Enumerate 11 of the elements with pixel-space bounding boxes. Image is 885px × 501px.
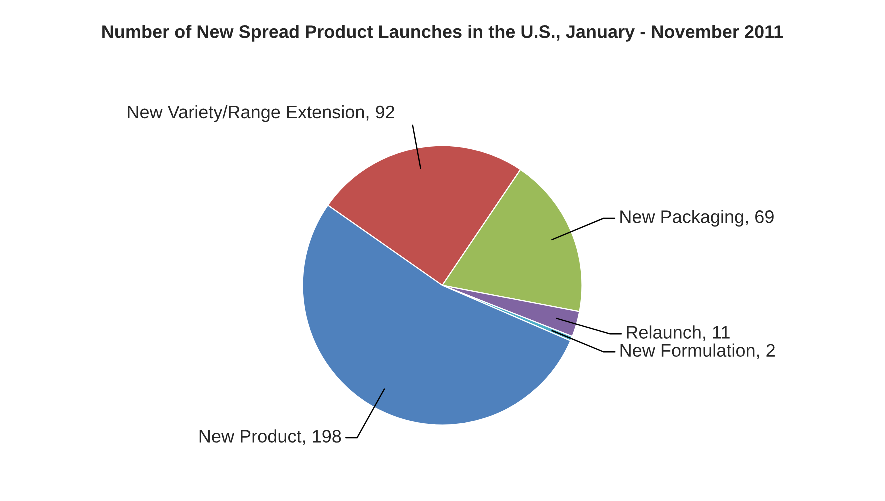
data-label: , 2	[757, 344, 775, 360]
slice-label: Relaunch	[627, 326, 701, 339]
slice-label: New Packaging	[620, 210, 744, 227]
data-label: , 92	[366, 106, 394, 121]
data-label: , 69	[746, 210, 774, 226]
data-label: , 11	[704, 326, 730, 342]
slice-label: New Variety/Range Extension	[128, 105, 364, 122]
chart-title: Number of New Spread Product Launches in the U.S., January - November 2011	[102, 25, 784, 42]
slice-label: New Formulation	[620, 344, 755, 358]
slice-label: New Product	[200, 430, 302, 443]
data-label: , 198	[303, 430, 342, 446]
